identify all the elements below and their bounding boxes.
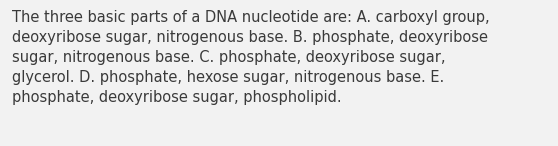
Text: The three basic parts of a DNA nucleotide are: A. carboxyl group,
deoxyribose su: The three basic parts of a DNA nucleotid… (12, 10, 490, 105)
